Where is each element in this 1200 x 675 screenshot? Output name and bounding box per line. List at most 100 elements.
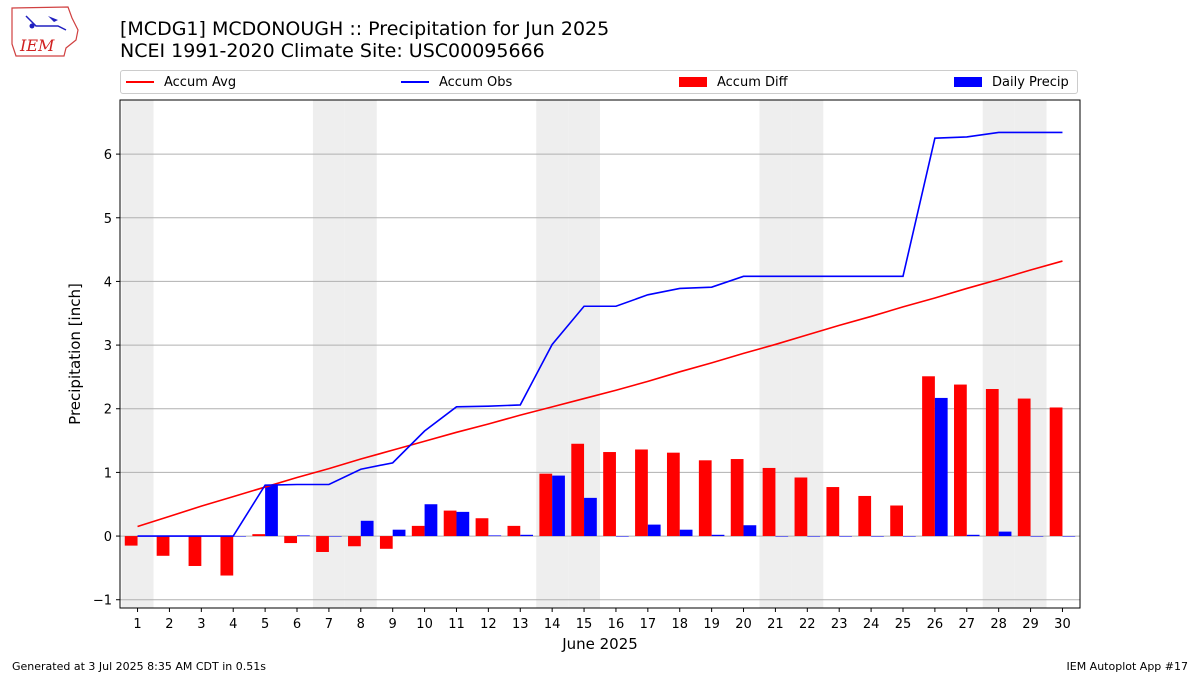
bar-series xyxy=(124,376,1076,576)
chart-title: [MCDG1] MCDONOUGH :: Precipitation for J… xyxy=(120,18,610,40)
bar-accum-diff-day-29 xyxy=(1017,398,1031,537)
x-tick-label-25: 25 xyxy=(895,617,912,632)
bar-daily-precip-day-4 xyxy=(233,536,246,537)
x-tick-label-12: 12 xyxy=(480,617,497,632)
x-tick-label-6: 6 xyxy=(293,617,301,632)
bar-daily-precip-day-21 xyxy=(775,536,789,537)
chart-legend: Accum Avg Accum Obs Accum Diff Daily Pre… xyxy=(120,70,1078,94)
x-axis-label: June 2025 xyxy=(561,635,638,653)
grid-lines xyxy=(120,153,1080,601)
bar-daily-precip-day-24 xyxy=(871,536,884,537)
bar-daily-precip-day-5 xyxy=(265,485,278,537)
legend-swatch-accum-obs xyxy=(401,81,429,83)
bar-daily-precip-day-6 xyxy=(297,535,310,537)
bar-daily-precip-day-19 xyxy=(711,534,725,537)
bar-accum-diff-day-15 xyxy=(571,443,585,537)
x-tick-label-1: 1 xyxy=(133,617,141,632)
bar-daily-precip-day-9 xyxy=(392,529,406,537)
bar-daily-precip-day-14 xyxy=(552,475,565,537)
x-tick-label-19: 19 xyxy=(703,617,720,632)
bar-accum-diff-day-12 xyxy=(475,518,489,537)
iem-logo: IEM xyxy=(6,4,82,60)
legend-item-accum-diff: Accum Diff xyxy=(679,71,788,93)
bar-accum-diff-day-21 xyxy=(762,467,776,537)
bar-accum-diff-day-3 xyxy=(188,536,202,566)
line-accum-obs xyxy=(137,131,1063,537)
weekend-shade-day-7 xyxy=(312,100,345,608)
line-series xyxy=(137,131,1063,537)
x-tick-label-10: 10 xyxy=(416,617,433,632)
bar-daily-precip-day-25 xyxy=(902,536,916,537)
bar-daily-precip-day-22 xyxy=(807,536,821,537)
bar-accum-diff-day-16 xyxy=(603,452,616,537)
bar-daily-precip-day-11 xyxy=(456,511,470,537)
bar-daily-precip-day-29 xyxy=(1030,536,1044,537)
bar-accum-diff-day-6 xyxy=(284,536,298,544)
y-tick-label--1: −1 xyxy=(93,594,112,609)
legend-label-daily-precip: Daily Precip xyxy=(992,74,1069,90)
x-tick-label-13: 13 xyxy=(512,617,529,632)
x-tick-label-18: 18 xyxy=(671,617,688,632)
x-tick-label-21: 21 xyxy=(767,617,784,632)
bar-accum-diff-day-22 xyxy=(794,477,808,537)
chart-subtitle: NCEI 1991-2020 Climate Site: USC00095666 xyxy=(120,40,545,62)
bar-daily-precip-day-13 xyxy=(520,534,534,537)
x-tick-label-4: 4 xyxy=(229,617,237,632)
bar-accum-diff-day-13 xyxy=(507,525,521,537)
bar-accum-diff-day-20 xyxy=(730,459,744,537)
weekend-shade-day-1 xyxy=(121,100,154,608)
bar-daily-precip-day-16 xyxy=(615,536,629,537)
x-tick-label-22: 22 xyxy=(799,617,816,632)
x-tick-label-2: 2 xyxy=(165,617,173,632)
legend-swatch-daily-precip xyxy=(954,77,982,87)
bar-daily-precip-day-20 xyxy=(743,525,757,537)
footer-generated-text: Generated at 3 Jul 2025 8:35 AM CDT in 0… xyxy=(12,660,266,673)
bar-accum-diff-day-5 xyxy=(252,534,266,537)
bar-accum-diff-day-14 xyxy=(539,473,553,537)
x-tick-label-16: 16 xyxy=(608,617,625,632)
x-tick-label-3: 3 xyxy=(197,617,205,632)
y-axis-ticks: −1 0 1 2 3 4 5 6 xyxy=(93,148,120,609)
bar-accum-diff-day-10 xyxy=(411,525,425,537)
x-tick-label-30: 30 xyxy=(1054,617,1071,632)
y-axis-label: Precipitation [inch] xyxy=(66,283,84,425)
bar-accum-diff-day-27 xyxy=(954,384,967,537)
bar-accum-diff-day-18 xyxy=(666,452,680,537)
bar-accum-diff-day-23 xyxy=(826,487,840,537)
y-tick-label-1: 1 xyxy=(104,466,112,481)
y-tick-label-2: 2 xyxy=(104,403,112,418)
bar-accum-diff-day-30 xyxy=(1049,407,1063,537)
bar-accum-diff-day-25 xyxy=(890,505,903,537)
footer-app-text: IEM Autoplot App #17 xyxy=(1066,660,1189,673)
bar-accum-diff-day-28 xyxy=(985,389,999,537)
bar-daily-precip-day-23 xyxy=(839,536,852,537)
bar-accum-diff-day-2 xyxy=(156,536,170,556)
x-tick-label-11: 11 xyxy=(448,617,465,632)
bar-daily-precip-day-26 xyxy=(934,397,948,537)
x-tick-label-27: 27 xyxy=(959,617,976,632)
bar-daily-precip-day-12 xyxy=(488,535,502,537)
y-tick-label-4: 4 xyxy=(104,275,112,290)
x-tick-label-9: 9 xyxy=(389,617,397,632)
x-tick-label-5: 5 xyxy=(261,617,269,632)
legend-label-accum-diff: Accum Diff xyxy=(717,74,788,90)
bar-accum-diff-day-1 xyxy=(124,536,138,546)
x-tick-label-24: 24 xyxy=(863,617,880,632)
bar-daily-precip-day-28 xyxy=(998,531,1012,537)
bar-accum-diff-day-26 xyxy=(922,376,935,537)
legend-swatch-accum-avg xyxy=(126,81,154,83)
bar-accum-diff-day-24 xyxy=(858,495,872,537)
bar-daily-precip-day-18 xyxy=(679,529,693,537)
y-tick-label-3: 3 xyxy=(104,339,112,354)
y-tick-label-5: 5 xyxy=(104,212,112,227)
bar-daily-precip-day-17 xyxy=(647,524,661,537)
y-tick-label-0: 0 xyxy=(104,530,112,545)
bar-daily-precip-day-30 xyxy=(1062,536,1076,537)
bar-accum-diff-day-7 xyxy=(316,536,329,552)
x-tick-label-7: 7 xyxy=(325,617,333,632)
bar-accum-diff-day-17 xyxy=(635,449,648,537)
legend-swatch-accum-diff xyxy=(679,77,707,87)
legend-label-accum-avg: Accum Avg xyxy=(164,74,237,90)
bar-daily-precip-day-10 xyxy=(424,504,438,537)
